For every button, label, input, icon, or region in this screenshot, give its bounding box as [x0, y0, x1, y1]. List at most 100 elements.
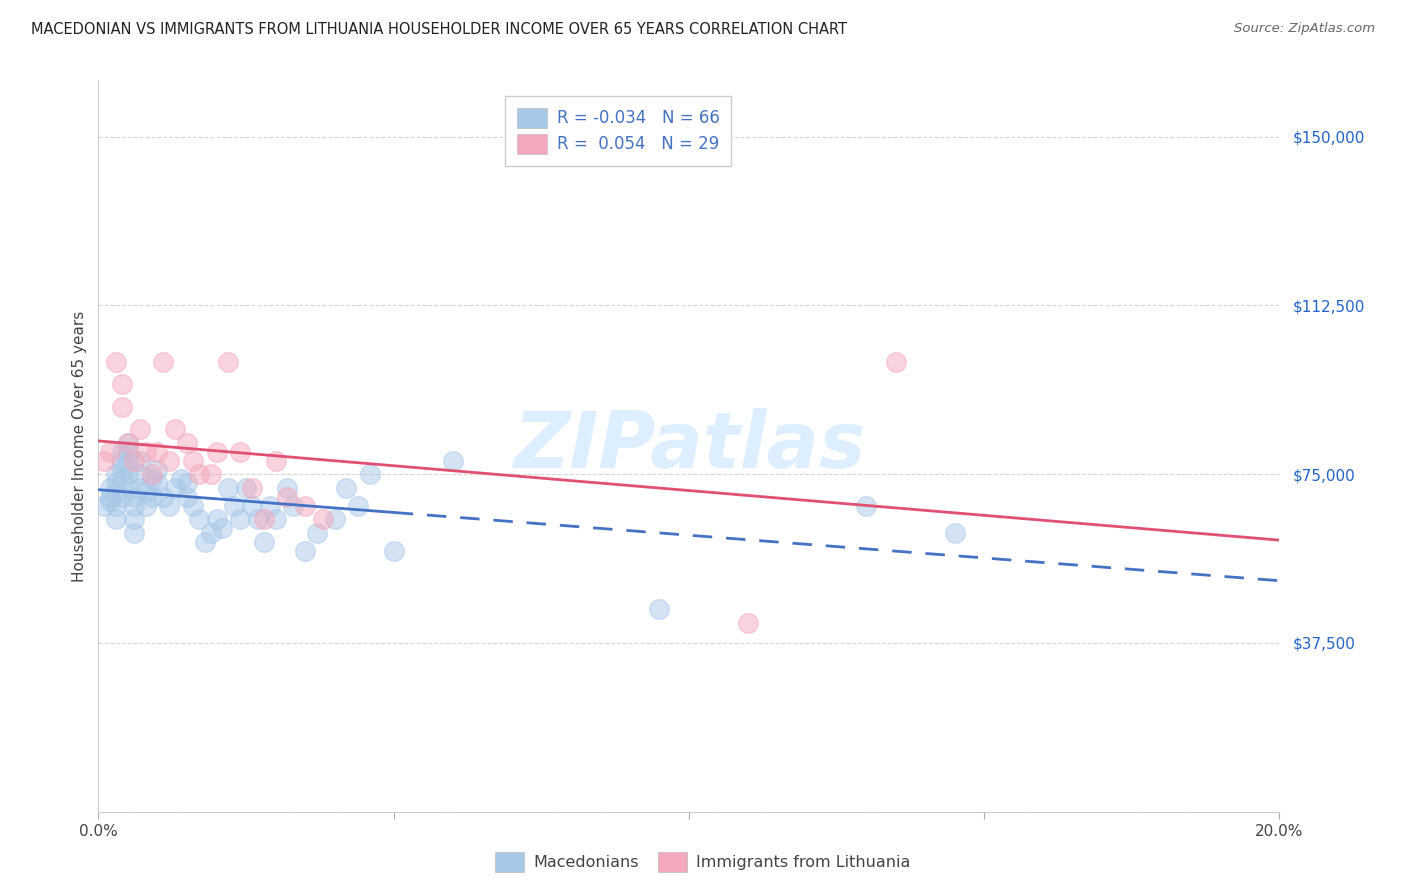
Point: [382, 543, 405, 558]
Point: [117, 467, 139, 482]
Point: [276, 481, 298, 495]
Point: [335, 481, 357, 495]
Point: [884, 354, 907, 368]
Point: [943, 525, 966, 540]
Point: [146, 476, 169, 491]
Text: MACEDONIAN VS IMMIGRANTS FROM LITHUANIA HOUSEHOLDER INCOME OVER 65 YEARS CORRELA: MACEDONIAN VS IMMIGRANTS FROM LITHUANIA …: [31, 22, 846, 37]
Point: [264, 512, 287, 526]
Point: [98, 481, 121, 495]
Point: [312, 512, 335, 526]
Point: [105, 499, 128, 513]
Point: [165, 481, 187, 495]
Point: [135, 444, 157, 458]
Point: [240, 499, 263, 513]
Point: [181, 453, 204, 467]
Point: [117, 453, 139, 467]
Point: [211, 521, 233, 535]
Point: [224, 499, 246, 513]
Text: Source: ZipAtlas.com: Source: ZipAtlas.com: [1234, 22, 1375, 36]
Point: [240, 481, 263, 495]
Point: [122, 499, 145, 513]
Point: [165, 422, 187, 436]
Point: [105, 354, 128, 368]
Point: [98, 494, 121, 508]
Point: [93, 453, 115, 467]
Point: [176, 476, 198, 491]
Point: [105, 467, 128, 482]
Point: [111, 444, 134, 458]
Point: [93, 499, 115, 513]
Point: [441, 453, 464, 467]
Point: [176, 490, 198, 504]
Point: [176, 435, 198, 450]
Point: [246, 512, 269, 526]
Point: [181, 499, 204, 513]
Point: [111, 377, 134, 392]
Point: [111, 490, 134, 504]
Point: [128, 422, 150, 436]
Point: [283, 499, 305, 513]
Point: [152, 490, 174, 504]
Point: [128, 481, 150, 495]
Point: [157, 499, 180, 513]
Point: [205, 512, 228, 526]
Point: [217, 481, 239, 495]
Point: [187, 512, 209, 526]
Point: [146, 444, 169, 458]
Point: [264, 453, 287, 467]
Point: [229, 444, 252, 458]
Point: [294, 543, 316, 558]
Point: [98, 490, 121, 504]
Point: [855, 499, 877, 513]
Point: [253, 534, 276, 549]
Point: [111, 453, 134, 467]
Point: [737, 615, 759, 630]
Point: [122, 490, 145, 504]
Point: [194, 534, 217, 549]
Point: [117, 435, 139, 450]
Point: [648, 602, 671, 616]
Point: [135, 499, 157, 513]
Legend: Macedonians, Immigrants from Lithuania: Macedonians, Immigrants from Lithuania: [486, 844, 920, 880]
Point: [217, 354, 239, 368]
Point: [200, 525, 222, 540]
Point: [111, 472, 134, 486]
Point: [105, 485, 128, 500]
Point: [141, 490, 163, 504]
Point: [205, 444, 228, 458]
Point: [105, 512, 128, 526]
Point: [117, 481, 139, 495]
Point: [200, 467, 222, 482]
Point: [117, 435, 139, 450]
Y-axis label: Householder Income Over 65 years: Householder Income Over 65 years: [72, 310, 87, 582]
Point: [235, 481, 257, 495]
Point: [141, 467, 163, 482]
Point: [359, 467, 381, 482]
Point: [122, 525, 145, 540]
Point: [111, 400, 134, 414]
Point: [98, 444, 121, 458]
Point: [305, 525, 328, 540]
Point: [229, 512, 252, 526]
Point: [122, 512, 145, 526]
Point: [111, 462, 134, 476]
Point: [135, 485, 157, 500]
Point: [128, 467, 150, 482]
Point: [122, 453, 145, 467]
Point: [117, 444, 139, 458]
Point: [141, 472, 163, 486]
Point: [294, 499, 316, 513]
Point: [276, 490, 298, 504]
Point: [146, 462, 169, 476]
Legend: R = -0.034   N = 66, R =  0.054   N = 29: R = -0.034 N = 66, R = 0.054 N = 29: [505, 96, 731, 166]
Text: ZIPatlas: ZIPatlas: [513, 408, 865, 484]
Point: [187, 467, 209, 482]
Point: [259, 499, 281, 513]
Point: [323, 512, 346, 526]
Point: [105, 476, 128, 491]
Point: [157, 453, 180, 467]
Point: [347, 499, 370, 513]
Point: [170, 472, 193, 486]
Point: [152, 354, 174, 368]
Point: [253, 512, 276, 526]
